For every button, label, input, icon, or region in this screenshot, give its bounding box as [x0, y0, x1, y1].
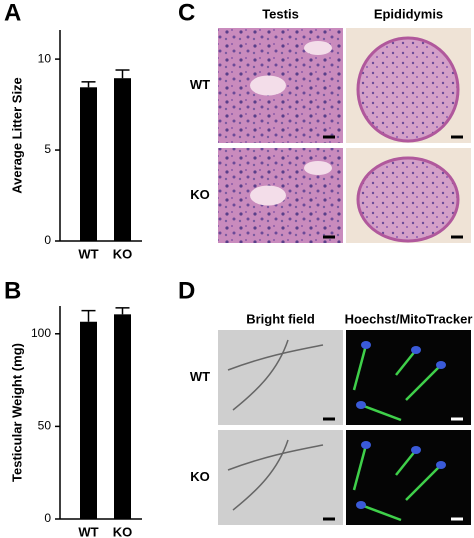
nucleus — [411, 346, 421, 354]
panel-letter: B — [4, 277, 21, 304]
flagellum — [360, 503, 402, 522]
panel-letter: C — [178, 0, 195, 26]
micrograph — [218, 330, 343, 425]
y-tick-label: 0 — [44, 511, 51, 525]
nucleus — [356, 401, 366, 409]
column-label: Hoechst/MitoTracker — [345, 311, 473, 326]
micrograph — [218, 430, 343, 525]
bar — [80, 321, 97, 519]
nucleus — [436, 461, 446, 469]
flagellum — [405, 364, 442, 401]
nucleus — [436, 361, 446, 369]
y-axis-label: Testicular Weight (mg) — [9, 343, 24, 482]
column-label: Testis — [262, 6, 299, 21]
flagellum — [395, 349, 417, 376]
y-tick-label: 50 — [38, 419, 52, 433]
panel-letter: D — [178, 277, 195, 304]
row-label: WT — [190, 77, 210, 92]
column-label: Epididymis — [374, 6, 443, 21]
x-tick-label: KO — [113, 246, 133, 261]
nucleus — [361, 441, 371, 449]
row-label: WT — [190, 369, 210, 384]
nucleus — [361, 341, 371, 349]
row-label: KO — [190, 187, 210, 202]
x-tick-label: KO — [113, 524, 133, 538]
flagellum — [352, 444, 368, 491]
x-tick-label: WT — [78, 246, 98, 261]
bar — [80, 87, 97, 241]
lumen — [304, 41, 332, 55]
bar — [114, 314, 131, 519]
y-tick-label: 100 — [31, 326, 51, 340]
flagellum — [405, 464, 442, 501]
y-tick-label: 10 — [38, 51, 52, 65]
lumen — [250, 75, 286, 96]
nucleus — [411, 446, 421, 454]
sperm — [227, 444, 324, 471]
lumen — [304, 161, 332, 175]
y-axis-label: Average Litter Size — [9, 77, 24, 194]
nucleus — [356, 501, 366, 509]
x-tick-label: WT — [78, 524, 98, 538]
sperm — [227, 344, 324, 371]
flagellum — [360, 403, 402, 422]
sperm — [232, 339, 289, 411]
tubule — [356, 156, 460, 243]
column-label: Bright field — [246, 311, 315, 326]
lumen — [250, 185, 286, 206]
flagellum — [395, 449, 417, 476]
sperm — [232, 439, 289, 511]
flagellum — [352, 344, 368, 391]
row-label: KO — [190, 469, 210, 484]
tubule — [356, 36, 460, 143]
y-tick-label: 0 — [44, 233, 51, 247]
bar — [114, 78, 131, 242]
panel-letter: A — [4, 0, 21, 26]
y-tick-label: 5 — [44, 142, 51, 156]
